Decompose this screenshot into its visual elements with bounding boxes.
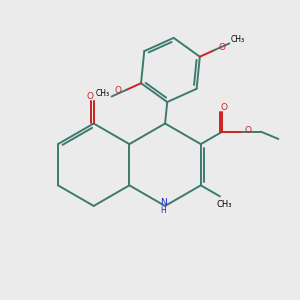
Text: O: O [115, 86, 122, 95]
Text: O: O [244, 126, 252, 135]
Text: CH₃: CH₃ [217, 200, 232, 209]
Text: CH₃: CH₃ [96, 88, 110, 98]
Text: O: O [218, 43, 225, 52]
Text: CH₃: CH₃ [231, 35, 245, 44]
Text: O: O [87, 92, 94, 100]
Text: H: H [161, 206, 167, 215]
Text: N: N [160, 198, 167, 207]
Text: O: O [220, 103, 227, 112]
